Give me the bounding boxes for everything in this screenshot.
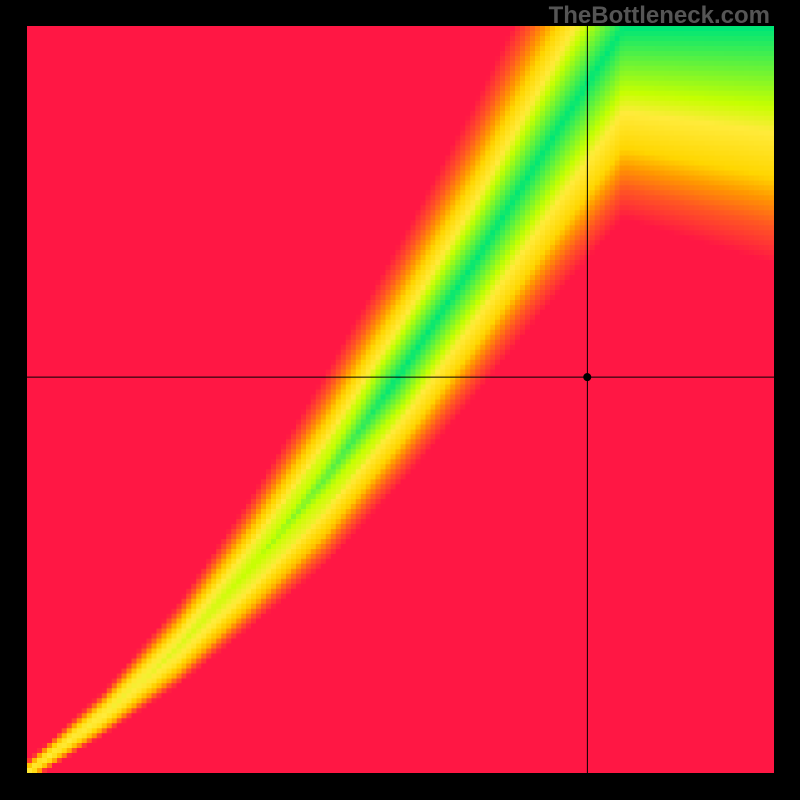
watermark-text: TheBottleneck.com [549,2,770,30]
heatmap-canvas [27,26,774,773]
chart-stage: TheBottleneck.com [0,0,800,800]
